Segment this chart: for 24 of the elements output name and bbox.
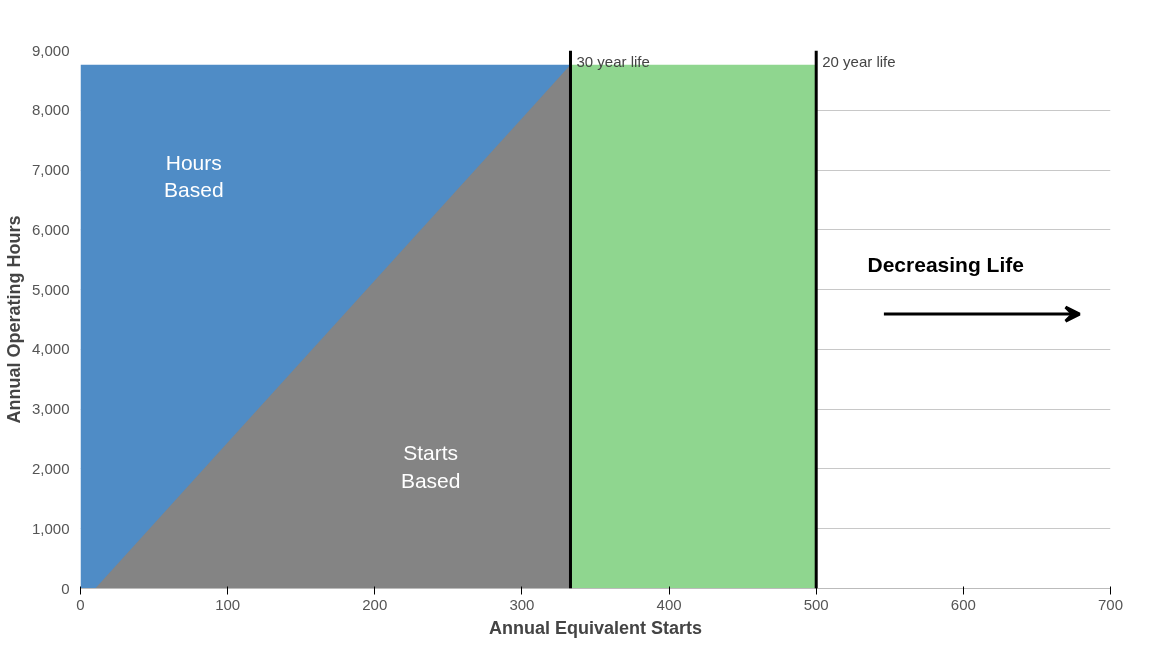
x-tick-label: 0 (76, 595, 85, 613)
y-tick-label: 3,000 (31, 400, 70, 418)
y-tick-label: 6,000 (31, 220, 70, 238)
y-tick-label: 7,000 (31, 161, 70, 179)
ref-line-label: 20 year life (822, 52, 896, 70)
y-tick-label: 8,000 (31, 101, 70, 119)
x-tick-label: 100 (215, 595, 241, 613)
y-tick-label: 1,000 (31, 519, 70, 537)
annotation: Hours Based (164, 150, 224, 202)
x-tick-label: 300 (509, 595, 535, 613)
y-axis-title: Annual Operating Hours (3, 215, 24, 424)
x-tick-label: 700 (1097, 595, 1124, 613)
y-tick-label: 2,000 (31, 459, 70, 477)
y-tick-label: 0 (61, 579, 70, 597)
y-tick-label: 9,000 (31, 41, 70, 59)
x-tick-label: 600 (950, 595, 976, 613)
annotation: Decreasing Life (867, 253, 1024, 277)
y-tick-label: 5,000 (31, 280, 70, 298)
x-tick-label: 400 (656, 595, 682, 613)
y-tick-label: 4,000 (31, 340, 70, 358)
annotation: Starts Based (400, 441, 461, 492)
x-tick-label: 200 (362, 595, 388, 613)
x-axis-title: Annual Equivalent Starts (488, 617, 703, 638)
x-tick-label: 500 (803, 595, 829, 613)
